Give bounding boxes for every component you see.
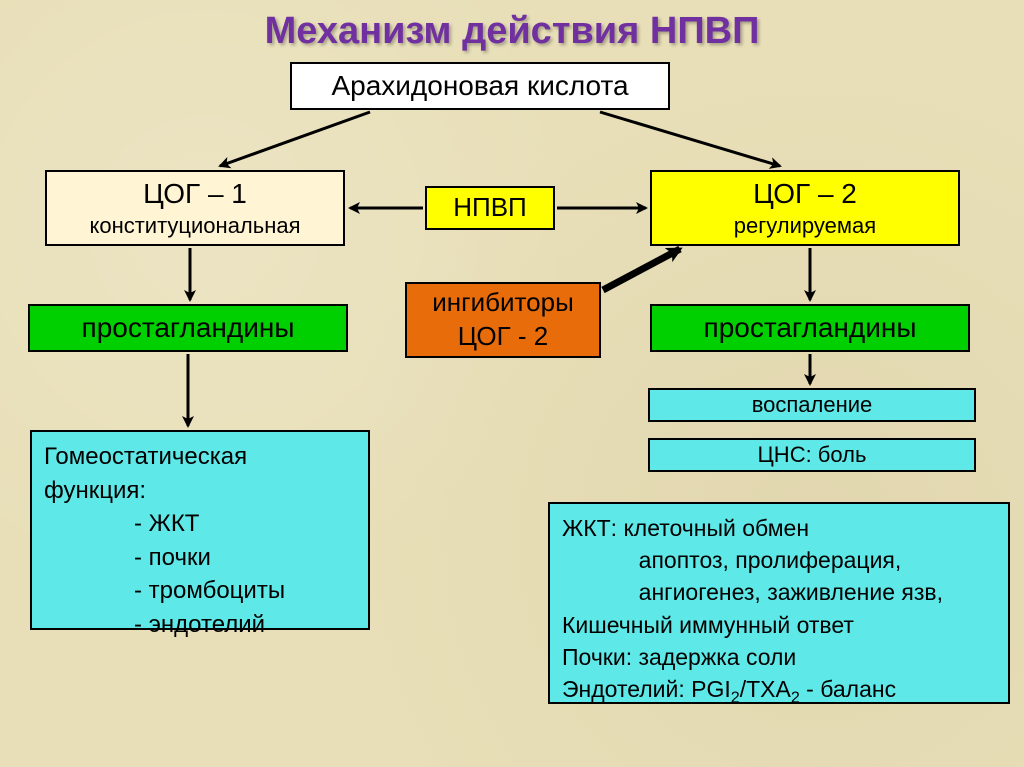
- node-effects: ЖКТ: клеточный обмен апоптоз, пролиферац…: [548, 502, 1010, 704]
- node-prostaglandin1: простагландины: [28, 304, 348, 352]
- line: Почки: задержка соли: [562, 641, 996, 673]
- item: - тромбоциты: [134, 574, 356, 608]
- line: ЖКТ: клеточный обмен: [562, 512, 996, 544]
- node-arachidonic: Арахидоновая кислота: [290, 62, 670, 110]
- label: Арахидоновая кислота: [331, 68, 628, 104]
- label-main: ЦОГ – 2: [753, 176, 857, 212]
- item: - ЖКТ: [134, 507, 356, 541]
- item: - почки: [134, 541, 356, 575]
- diagram-title: Механизм действия НПВП: [0, 10, 1024, 53]
- node-inhibitor: ингибиторы ЦОГ - 2: [405, 282, 601, 358]
- line: апоптоз, пролиферация,: [562, 544, 996, 576]
- line: ангиогенез, заживление язв,: [562, 576, 996, 608]
- item: - эндотелий: [134, 608, 356, 642]
- node-cox1: ЦОГ – 1 конституциональная: [45, 170, 345, 246]
- header1: Гомеостатическая: [44, 440, 356, 474]
- label: простагландины: [704, 310, 917, 346]
- label-sub: конституциональная: [89, 212, 300, 241]
- node-nsaid: НПВП: [425, 186, 555, 230]
- label-main: ЦОГ – 1: [143, 176, 247, 212]
- label: НПВП: [453, 191, 527, 225]
- node-inflammation: воспаление: [648, 388, 976, 422]
- label-line1: ингибиторы: [432, 286, 574, 320]
- label-line2: ЦОГ - 2: [458, 320, 549, 354]
- header2: функция:: [44, 474, 356, 508]
- line: Кишечный иммунный ответ: [562, 609, 996, 641]
- node-prostaglandin2: простагландины: [650, 304, 970, 352]
- label-sub: регулируемая: [734, 212, 876, 241]
- node-cox2: ЦОГ – 2 регулируемая: [650, 170, 960, 246]
- label: простагландины: [82, 310, 295, 346]
- label: ЦНС: боль: [758, 441, 867, 470]
- line: Эндотелий: PGI2/TXA2 - баланс: [562, 673, 996, 709]
- label: воспаление: [752, 391, 873, 420]
- node-cns: ЦНС: боль: [648, 438, 976, 472]
- node-homeostatic: Гомеостатическая функция: - ЖКТ - почки …: [30, 430, 370, 630]
